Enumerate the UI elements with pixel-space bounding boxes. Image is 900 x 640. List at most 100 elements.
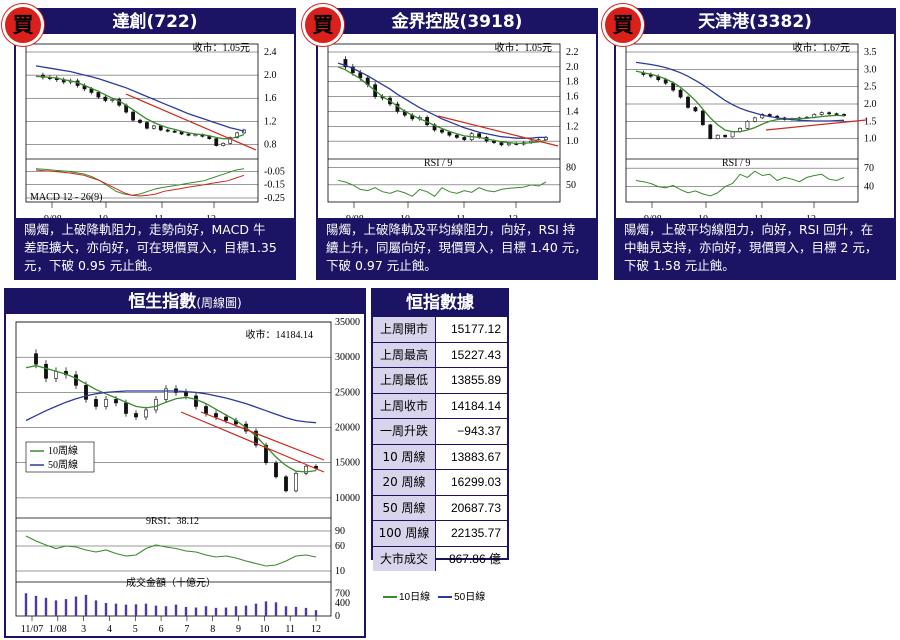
candle-body [134, 413, 138, 418]
candle-body [74, 374, 78, 386]
desc-line: 陽燭，上破平均線阻力，向好，RSI 回升，在 [624, 222, 874, 237]
volume-bar [214, 607, 218, 616]
x-tick-label: 12 [311, 624, 321, 635]
price-tick-label: 2.0 [566, 62, 579, 73]
stats-key: 上周開市 [373, 317, 436, 342]
candle-body [506, 143, 511, 146]
stats-row: 上周最低 13855.89 [373, 367, 507, 393]
stats-row: 上周收市 14184.14 [373, 392, 507, 418]
price-tick-label: 1.0 [566, 136, 579, 147]
indicator-line-ind_b [35, 169, 245, 197]
candle-body [154, 399, 158, 411]
indicator-label: RSI / 9 [722, 158, 750, 169]
candle-body [730, 131, 735, 138]
candle-body [827, 112, 832, 115]
panel-title: 恒生指數(周線圖) [6, 290, 364, 314]
price-tick-label: 15000 [335, 458, 360, 469]
close-price-label: 收市：1.67元 [793, 41, 851, 54]
price-tick-label: 1.2 [264, 116, 277, 127]
price-tick-label: 1.4 [566, 106, 579, 117]
plot-frame [25, 43, 259, 203]
rsi-tick-label: 10 [335, 566, 345, 577]
indicator-line-ind_a [35, 168, 245, 196]
trend-line [200, 411, 325, 461]
price-tick-label: 2.2 [566, 47, 579, 58]
indicator-tick-label: -0.05 [264, 166, 285, 177]
candle-body [284, 476, 288, 492]
buy-badge: 買 [302, 4, 344, 46]
volume-bar [304, 607, 308, 616]
price-tick-label: 1.8 [566, 77, 579, 88]
candle-body [164, 388, 168, 400]
candle-body [304, 465, 308, 474]
candle-body [264, 444, 268, 464]
candle-body [84, 385, 88, 400]
candle-body [214, 138, 219, 146]
x-tick-label: 6 [159, 624, 164, 635]
x-tick-label: 9 [236, 624, 241, 635]
stats-row: 上周最高 15227.43 [373, 341, 507, 367]
candle-body [462, 137, 467, 140]
volume-bar [184, 606, 188, 616]
volume-bar [194, 607, 198, 616]
stats-key: 50 周線 [373, 495, 436, 520]
buy-badge: 買 [2, 4, 44, 46]
x-tick-label: 11/07 [21, 624, 43, 635]
candle-body [454, 134, 459, 138]
rsi-tick-label: 60 [335, 541, 345, 552]
x-tick-label: 7 [184, 624, 189, 635]
stats-value: 15227.43 [450, 347, 501, 362]
desc-line: 下破 1.58 元止蝕。 [624, 258, 735, 273]
volume-bar [274, 602, 278, 616]
price-tick-label: 25000 [335, 387, 360, 398]
rsi-line [25, 535, 317, 567]
stats-key: 一周升跌 [373, 419, 436, 444]
volume-bar [294, 606, 298, 616]
candle-body [158, 125, 163, 131]
volume-bar [114, 603, 118, 616]
volume-bar [174, 604, 178, 616]
indicator-tick-label: 50 [566, 180, 576, 191]
candle-body [224, 416, 228, 421]
legend-item: 50日線 [438, 588, 485, 603]
stats-value: −943.37 [457, 424, 501, 438]
rsi-label: 9RSI：38.12 [146, 516, 199, 527]
stats-value: 14184.14 [450, 398, 501, 413]
chart-panel-3918: 金界控股(3918) 2.22.01.81.61.41.21.080509/08… [316, 8, 598, 280]
stats-row: 50 周線 20687.73 [373, 494, 507, 520]
candle-body [678, 89, 683, 98]
indicator-label: MACD 12 - 26(9) [30, 192, 103, 203]
volume-bar [134, 604, 138, 616]
indicator-tick-label: -0.15 [264, 180, 285, 191]
candle-body [54, 370, 58, 379]
stats-value: 867.86 億 [448, 551, 501, 566]
price-tick-label: 1.6 [566, 92, 579, 103]
indicator-line-ind_a [635, 170, 845, 197]
ma-line [25, 390, 317, 424]
candle-body [819, 112, 824, 115]
volume-label: 成交金額（十億元） [126, 576, 216, 589]
legend-label: 10周線 [48, 444, 78, 457]
x-tick-label: 11 [285, 624, 295, 635]
title-main: 恒生指數 [128, 292, 197, 312]
stats-row: 20 周線 16299.03 [373, 469, 507, 495]
indicator-tick-label: -0.25 [264, 193, 285, 204]
line-ma50 [35, 65, 245, 132]
candle-body [358, 72, 363, 79]
x-tick-label: 8 [210, 624, 215, 635]
panel-description: 陽燭，上破降軌及平均線阻力，向好，RSI 持 續上升，同屬向好，現價買入，目標 … [318, 218, 596, 278]
desc-line: 續上升，同屬向好，現價買入，目標 1.40 元， [326, 240, 587, 255]
candle-body [715, 134, 720, 139]
candle-body [124, 402, 128, 414]
trend-line [180, 411, 325, 473]
candle-body [274, 462, 278, 478]
rsi-tick-label: 90 [335, 526, 345, 537]
indicator-line-ind_a [337, 179, 547, 197]
trend-line [437, 115, 559, 147]
candle-body [440, 129, 444, 133]
candle-body [447, 131, 452, 136]
candle-body [693, 107, 698, 112]
candle-body [499, 142, 504, 146]
candle-body [294, 472, 298, 492]
volume-bar [124, 604, 128, 616]
